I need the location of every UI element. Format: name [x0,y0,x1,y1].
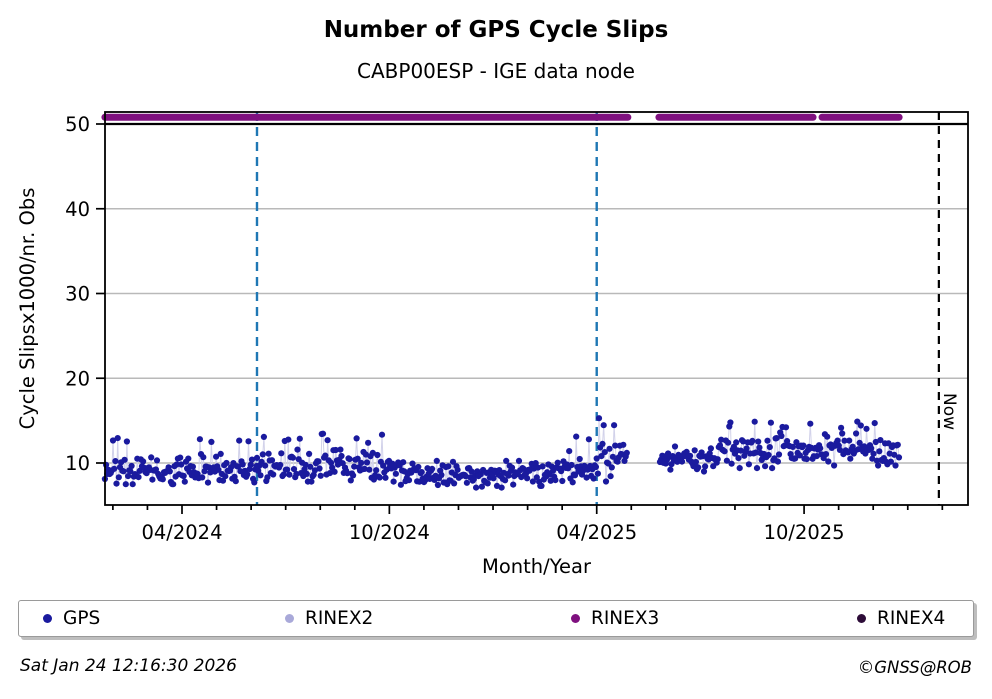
y-tick-label: 10 [65,452,90,475]
x-tick-label: 10/2024 [349,521,430,544]
y-tick-label: 40 [65,198,90,221]
credit-text: ©GNSS@ROB [857,658,972,677]
rinex4-marker-icon [857,614,866,623]
x-tick-label: 04/2024 [141,521,222,544]
x-tick-label: 04/2025 [556,521,637,544]
legend-item-gps: GPS [43,601,100,636]
y-tick-label: 20 [65,367,90,390]
legend-item-rinex4: RINEX4 [857,601,945,636]
legend-label: GPS [63,608,101,629]
now-label: Now [939,393,959,430]
plot-border [104,111,969,506]
legend-label: RINEX4 [877,608,946,629]
plot-timestamp: Sat Jan 24 12:16:30 2026 [20,656,237,676]
rinex2-marker-icon [285,614,294,623]
y-tick-label: 50 [65,113,90,136]
gps-scatter [101,415,903,491]
legend-label: RINEX2 [305,608,374,629]
legend-item-rinex3: RINEX3 [571,601,659,636]
chart-title: Number of GPS Cycle Slips [323,17,669,43]
rinex3-marker-icon [571,614,580,623]
gps-marker-icon [43,614,52,623]
chart-subtitle: CABP00ESP - IGE data node [357,59,635,83]
legend-item-rinex2: RINEX2 [285,601,373,636]
x-axis-label: Month/Year [482,555,592,578]
legend-label: RINEX3 [591,608,660,629]
y-axis-label: Cycle Slipsx1000/nr. Obs [16,188,39,430]
chart-legend: GPS RINEX2 RINEX3 RINEX4 [18,600,974,637]
x-tick-label: 10/2025 [764,521,845,544]
y-tick-label: 30 [65,283,90,306]
